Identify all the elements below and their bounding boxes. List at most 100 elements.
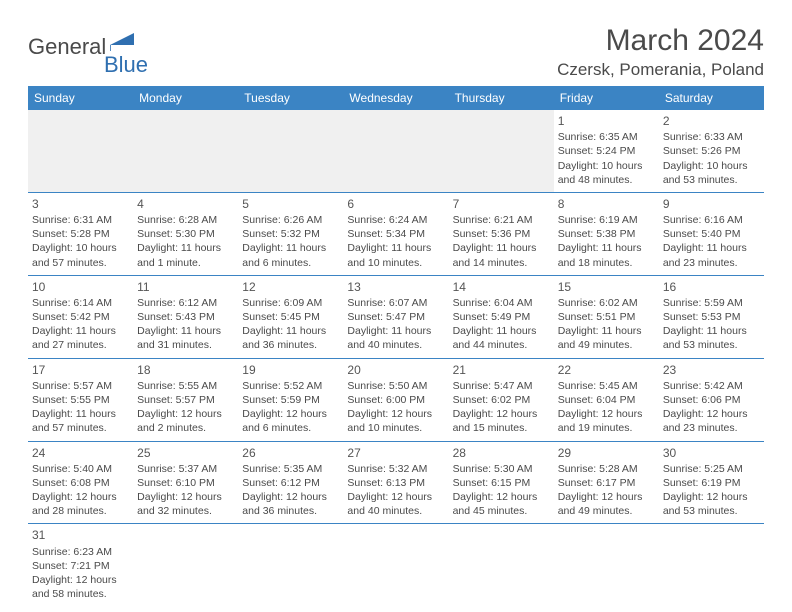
day-sunrise: Sunrise: 5:52 AM [242,379,339,393]
day-number: 28 [453,445,550,461]
day-daylight1: Daylight: 12 hours [558,490,655,504]
day-daylight2: and 48 minutes. [558,173,655,187]
calendar-day-cell: 2Sunrise: 6:33 AMSunset: 5:26 PMDaylight… [659,110,764,192]
day-sunset: Sunset: 5:24 PM [558,144,655,158]
day-sunset: Sunset: 5:40 PM [663,227,760,241]
day-daylight1: Daylight: 11 hours [453,324,550,338]
location: Czersk, Pomerania, Poland [557,60,764,80]
day-number: 18 [137,362,234,378]
calendar-day-cell: 15Sunrise: 6:02 AMSunset: 5:51 PMDayligh… [554,275,659,358]
day-daylight1: Daylight: 11 hours [137,324,234,338]
calendar-day-cell: 10Sunrise: 6:14 AMSunset: 5:42 PMDayligh… [28,275,133,358]
logo-text-blue: Blue [104,52,148,78]
day-daylight1: Daylight: 12 hours [137,407,234,421]
weekday-header: Thursday [449,86,554,110]
calendar-day-cell: 28Sunrise: 5:30 AMSunset: 6:15 PMDayligh… [449,441,554,524]
day-sunrise: Sunrise: 5:42 AM [663,379,760,393]
day-daylight2: and 28 minutes. [32,504,129,518]
day-daylight2: and 31 minutes. [137,338,234,352]
day-daylight2: and 27 minutes. [32,338,129,352]
day-sunrise: Sunrise: 5:32 AM [347,462,444,476]
weekday-header: Tuesday [238,86,343,110]
day-daylight1: Daylight: 11 hours [347,241,444,255]
day-sunrise: Sunrise: 5:47 AM [453,379,550,393]
day-sunset: Sunset: 6:19 PM [663,476,760,490]
calendar-week-row: 1Sunrise: 6:35 AMSunset: 5:24 PMDaylight… [28,110,764,192]
day-sunset: Sunset: 5:45 PM [242,310,339,324]
day-number: 27 [347,445,444,461]
day-daylight2: and 19 minutes. [558,421,655,435]
day-number: 5 [242,196,339,212]
day-sunrise: Sunrise: 6:26 AM [242,213,339,227]
day-daylight1: Daylight: 11 hours [137,241,234,255]
day-daylight2: and 58 minutes. [32,587,129,601]
day-sunset: Sunset: 5:38 PM [558,227,655,241]
day-daylight2: and 2 minutes. [137,421,234,435]
calendar-week-row: 17Sunrise: 5:57 AMSunset: 5:55 PMDayligh… [28,358,764,441]
calendar-day-cell: 21Sunrise: 5:47 AMSunset: 6:02 PMDayligh… [449,358,554,441]
day-number: 1 [558,113,655,129]
day-sunset: Sunset: 5:59 PM [242,393,339,407]
day-sunrise: Sunrise: 6:35 AM [558,130,655,144]
calendar-day-cell: 6Sunrise: 6:24 AMSunset: 5:34 PMDaylight… [343,192,448,275]
day-daylight2: and 1 minute. [137,256,234,270]
calendar-week-row: 10Sunrise: 6:14 AMSunset: 5:42 PMDayligh… [28,275,764,358]
day-daylight2: and 53 minutes. [663,504,760,518]
day-sunset: Sunset: 6:17 PM [558,476,655,490]
day-sunset: Sunset: 5:32 PM [242,227,339,241]
day-daylight2: and 53 minutes. [663,173,760,187]
calendar-day-cell: 7Sunrise: 6:21 AMSunset: 5:36 PMDaylight… [449,192,554,275]
day-daylight2: and 10 minutes. [347,256,444,270]
day-daylight1: Daylight: 11 hours [242,324,339,338]
day-sunset: Sunset: 5:43 PM [137,310,234,324]
day-daylight1: Daylight: 11 hours [32,324,129,338]
day-daylight2: and 6 minutes. [242,256,339,270]
day-sunset: Sunset: 5:47 PM [347,310,444,324]
calendar-day-cell: 14Sunrise: 6:04 AMSunset: 5:49 PMDayligh… [449,275,554,358]
day-sunset: Sunset: 7:21 PM [32,559,129,573]
day-sunrise: Sunrise: 6:31 AM [32,213,129,227]
day-sunset: Sunset: 6:12 PM [242,476,339,490]
day-sunrise: Sunrise: 5:35 AM [242,462,339,476]
calendar-empty-cell [449,110,554,192]
day-sunset: Sunset: 5:26 PM [663,144,760,158]
weekday-header: Monday [133,86,238,110]
day-sunset: Sunset: 5:28 PM [32,227,129,241]
flag-icon [110,31,136,51]
logo-text-general: General [28,34,106,60]
day-sunrise: Sunrise: 6:07 AM [347,296,444,310]
day-number: 8 [558,196,655,212]
day-daylight1: Daylight: 12 hours [242,407,339,421]
day-sunrise: Sunrise: 6:24 AM [347,213,444,227]
month-title: March 2024 [557,24,764,58]
calendar-day-cell: 26Sunrise: 5:35 AMSunset: 6:12 PMDayligh… [238,441,343,524]
calendar-day-cell: 24Sunrise: 5:40 AMSunset: 6:08 PMDayligh… [28,441,133,524]
calendar-day-cell: 16Sunrise: 5:59 AMSunset: 5:53 PMDayligh… [659,275,764,358]
calendar-day-cell: 27Sunrise: 5:32 AMSunset: 6:13 PMDayligh… [343,441,448,524]
day-number: 29 [558,445,655,461]
day-daylight2: and 36 minutes. [242,504,339,518]
day-daylight2: and 49 minutes. [558,338,655,352]
calendar-day-cell: 13Sunrise: 6:07 AMSunset: 5:47 PMDayligh… [343,275,448,358]
title-block: March 2024 Czersk, Pomerania, Poland [557,24,764,80]
day-daylight1: Daylight: 12 hours [32,490,129,504]
day-number: 31 [32,527,129,543]
day-daylight1: Daylight: 11 hours [242,241,339,255]
day-daylight1: Daylight: 12 hours [137,490,234,504]
calendar-empty-cell [449,524,554,606]
calendar-empty-cell [343,110,448,192]
day-number: 20 [347,362,444,378]
day-daylight1: Daylight: 12 hours [558,407,655,421]
day-sunrise: Sunrise: 5:40 AM [32,462,129,476]
day-daylight2: and 10 minutes. [347,421,444,435]
calendar-day-cell: 17Sunrise: 5:57 AMSunset: 5:55 PMDayligh… [28,358,133,441]
day-sunrise: Sunrise: 6:23 AM [32,545,129,559]
day-sunrise: Sunrise: 5:45 AM [558,379,655,393]
day-daylight1: Daylight: 12 hours [32,573,129,587]
day-daylight2: and 14 minutes. [453,256,550,270]
day-daylight1: Daylight: 10 hours [32,241,129,255]
calendar-day-cell: 3Sunrise: 6:31 AMSunset: 5:28 PMDaylight… [28,192,133,275]
day-sunrise: Sunrise: 6:28 AM [137,213,234,227]
day-sunset: Sunset: 6:02 PM [453,393,550,407]
header: GeneralBlue March 2024 Czersk, Pomerania… [28,24,764,80]
